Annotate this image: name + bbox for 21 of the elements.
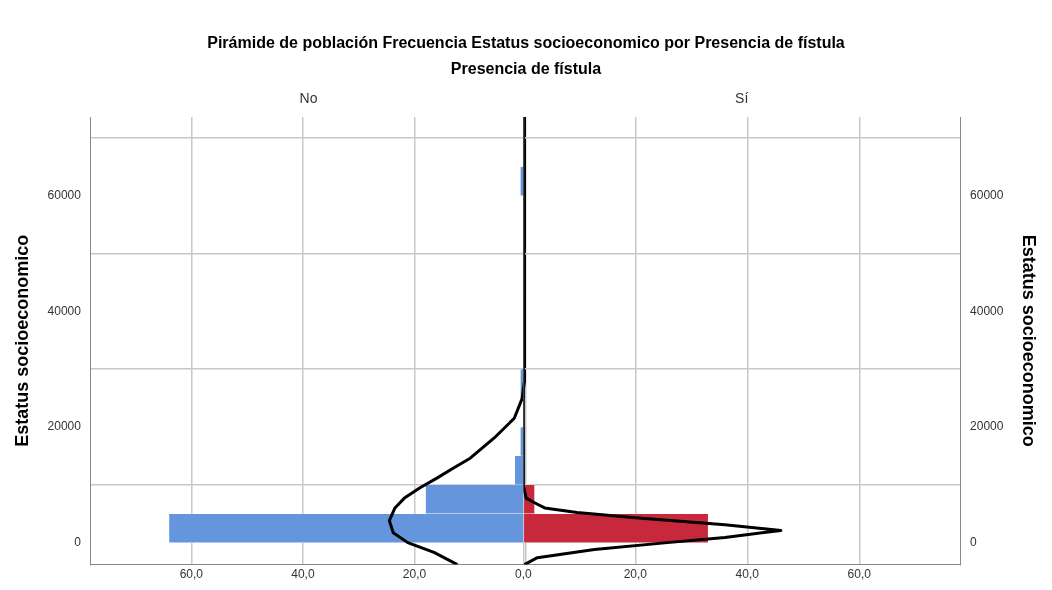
y-tick-label: 40000 [47, 303, 82, 318]
x-tick-label: 40,0 [735, 567, 760, 582]
y-tick-label: 60000 [970, 187, 1004, 202]
x-tick-label: 0,0 [515, 567, 532, 582]
y-tick-label: 0 [74, 534, 82, 549]
chart-subtitle: Presencia de fístula [449, 59, 603, 78]
chart-title: Pirámide de población Frecuencia Estatus socioeconomico por Presencia de fístula [206, 33, 846, 52]
y-tick-label: 20000 [47, 419, 82, 434]
y-axis-title: Estatus socioeconomico [11, 234, 32, 447]
y-tick-label: 0 [970, 534, 978, 549]
text: No [299, 89, 318, 106]
y-tick-label: 60000 [47, 187, 82, 202]
x-tick-label: 60,0 [847, 567, 872, 582]
x-tick-label: 20,0 [623, 567, 648, 582]
y-tick-label: 20000 [970, 419, 1004, 434]
x-tick-label: 60,0 [179, 567, 204, 582]
x-tick-label: 40,0 [291, 567, 315, 582]
text: Sí [735, 89, 749, 106]
y-tick-label: 40000 [970, 303, 1004, 318]
y-axis-title: Estatus socioeconomico [1019, 234, 1040, 447]
x-tick-label: 20,0 [402, 567, 427, 582]
